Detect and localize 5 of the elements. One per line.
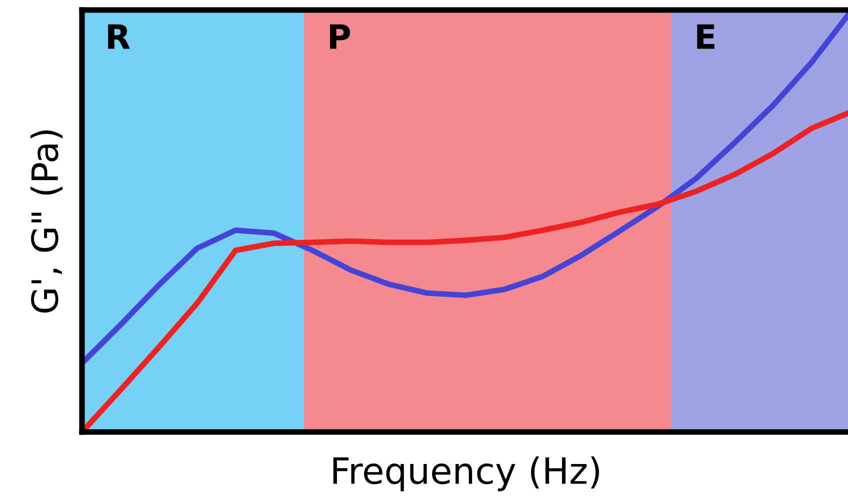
annotation: R xyxy=(108,24,130,49)
x-axis-title: Frequency (Hz) xyxy=(333,456,600,492)
annotation: P xyxy=(330,24,350,49)
annotation: E xyxy=(697,24,714,49)
y-axis-title: G', G" (Pa) xyxy=(30,130,63,313)
